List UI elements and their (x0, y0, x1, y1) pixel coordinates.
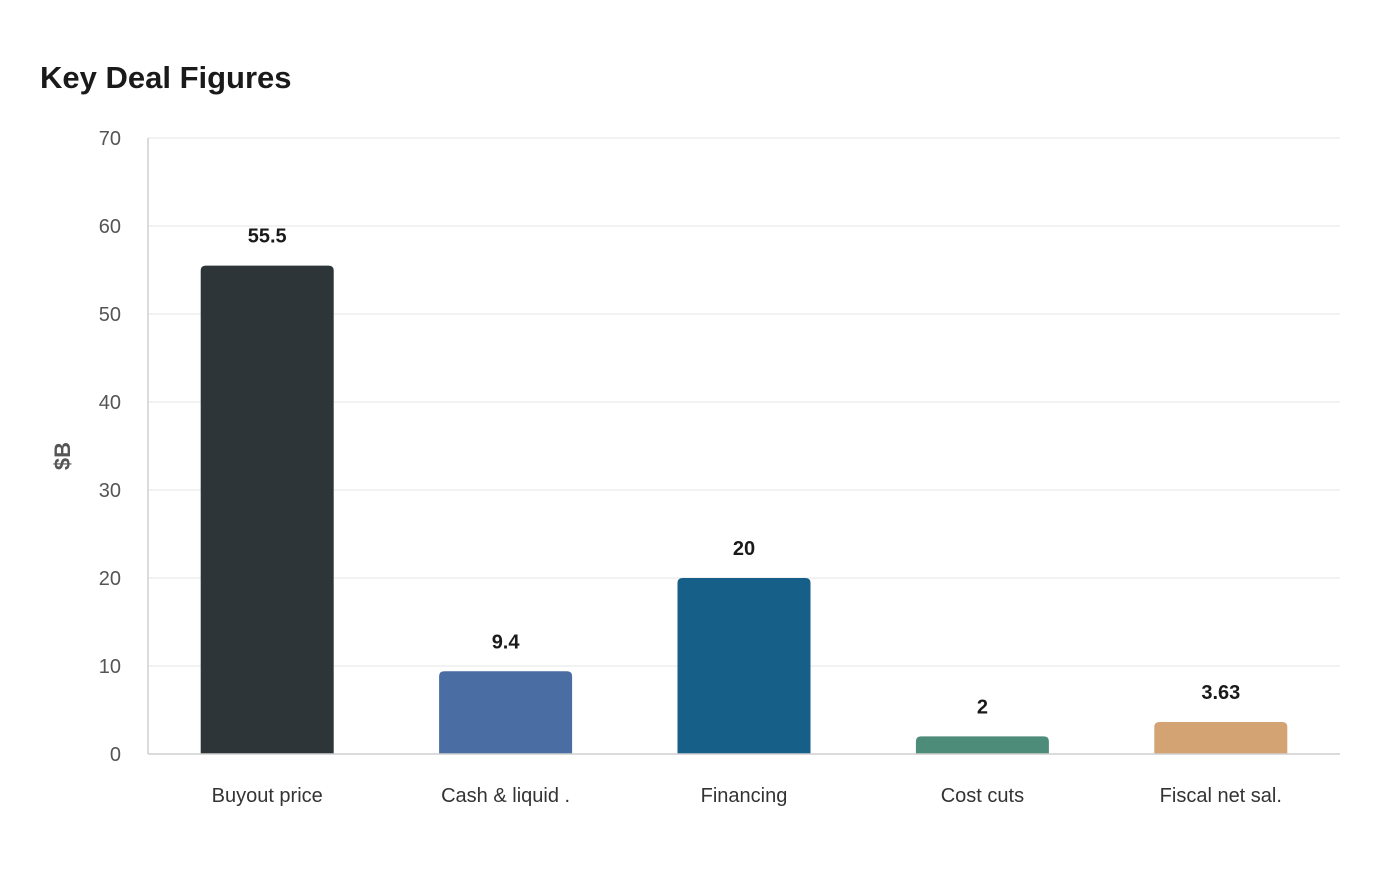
y-tick-label: 20 (99, 568, 121, 590)
value-labels: 55.5 9.4 20 2 3.63 (248, 226, 1241, 719)
x-tick-label-3: Financing (701, 785, 788, 807)
x-tick-label-5: Fiscal net sal. (1160, 785, 1282, 807)
y-tick-label: 0 (110, 744, 121, 766)
x-tick-label-4: Cost cuts (941, 785, 1024, 807)
y-tick-label: 30 (99, 480, 121, 502)
chart-title: Key Deal Figures (40, 60, 292, 95)
bars (200, 265, 1288, 754)
y-tick-label: 50 (99, 304, 121, 326)
y-tick-label: 70 (99, 128, 121, 150)
x-tick-label-2: Cash & liquid . (441, 785, 570, 807)
y-tick-label: 10 (99, 656, 121, 678)
bar-1 (200, 265, 334, 754)
value-label-3: 20 (733, 538, 755, 560)
y-tick-label: 60 (99, 216, 121, 238)
bar-4 (915, 736, 1049, 754)
value-label-2: 9.4 (492, 631, 521, 653)
bar-3 (677, 578, 811, 754)
bar-5 (1154, 722, 1288, 754)
bar-2 (439, 671, 573, 754)
y-axis-label: $B (50, 442, 75, 470)
x-axis-labels: Buyout price Cash & liquid . Financing Cost… (212, 785, 1282, 807)
value-label-5: 3.63 (1201, 682, 1240, 704)
value-label-1: 55.5 (248, 226, 287, 248)
y-tick-label: 40 (99, 392, 121, 414)
y-axis-ticks: 0 10 20 30 40 50 60 70 (99, 128, 121, 766)
value-label-4: 2 (977, 696, 988, 718)
x-tick-label-1: Buyout price (212, 785, 323, 807)
